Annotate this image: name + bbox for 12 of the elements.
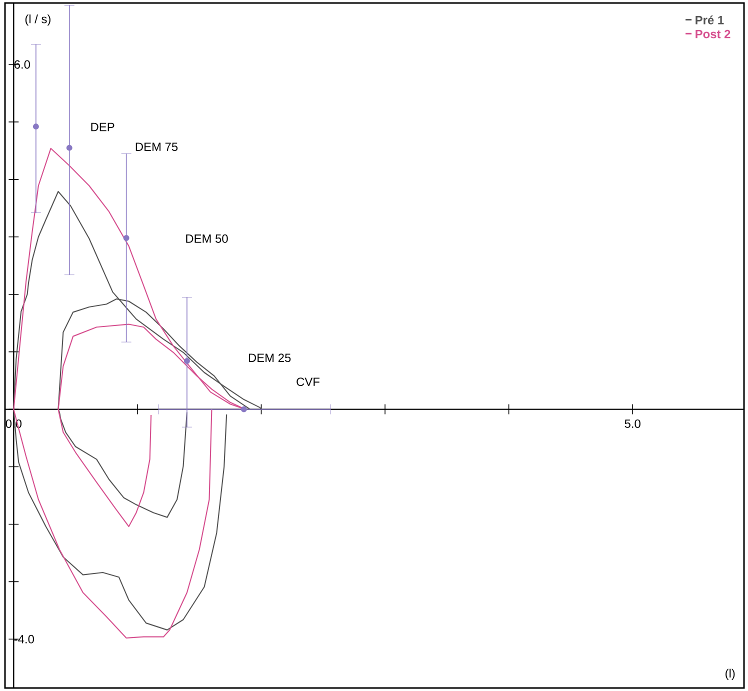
x-tick-label: 5.0: [624, 419, 640, 428]
y-axis-title: (l / s): [25, 14, 50, 26]
y-tick-label: -4.0: [14, 634, 34, 644]
legend-label: Post 2: [696, 30, 730, 38]
annotation: CVF: [296, 378, 320, 386]
y-tick-label: 6.0: [14, 60, 30, 69]
annotation: DEM 75: [136, 142, 178, 152]
annotation: DEM 50: [186, 234, 228, 243]
x-axis-title: (l): [726, 668, 735, 680]
annotation: DEM 25: [248, 354, 291, 362]
legend-label: Pré 1: [696, 15, 724, 24]
annotation: DEP: [91, 122, 114, 132]
